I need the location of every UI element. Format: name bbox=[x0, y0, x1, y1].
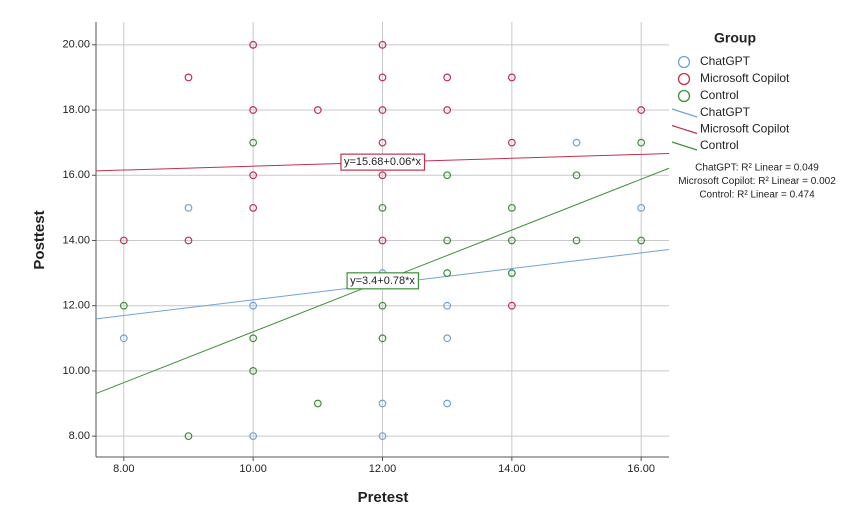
equation-label: y=15.68+0.06*x bbox=[344, 156, 422, 168]
point bbox=[443, 236, 452, 245]
point bbox=[443, 301, 452, 310]
point bbox=[378, 399, 387, 408]
point bbox=[637, 236, 646, 245]
point bbox=[378, 236, 387, 245]
point bbox=[249, 334, 258, 343]
point bbox=[378, 73, 387, 82]
point bbox=[184, 236, 193, 245]
point bbox=[378, 301, 387, 310]
point bbox=[572, 236, 581, 245]
equation-label: y=3.4+0.78*x bbox=[350, 275, 415, 287]
point bbox=[249, 301, 258, 310]
y-tick-label: 16.00 bbox=[62, 169, 90, 181]
point bbox=[507, 73, 516, 82]
point bbox=[184, 73, 193, 82]
point bbox=[378, 138, 387, 147]
point bbox=[443, 171, 452, 180]
point bbox=[443, 269, 452, 277]
x-tick-label: 8.00 bbox=[113, 463, 134, 475]
y-axis-title: Posttest bbox=[31, 210, 48, 269]
y-tick-label: 14.00 bbox=[62, 234, 90, 246]
point bbox=[637, 106, 646, 114]
legend-label: Control bbox=[700, 138, 739, 152]
x-tick-label: 14.00 bbox=[498, 463, 526, 475]
r2-label: Control: R² Linear = 0.474 bbox=[699, 190, 815, 201]
point bbox=[184, 203, 193, 212]
point bbox=[378, 334, 387, 343]
legend-label: Control bbox=[700, 88, 739, 102]
point bbox=[184, 432, 193, 441]
y-tick-label: 10.00 bbox=[62, 365, 90, 377]
legend-title: Group bbox=[714, 30, 756, 46]
point bbox=[249, 171, 258, 180]
point bbox=[249, 432, 258, 441]
point bbox=[313, 106, 322, 114]
point bbox=[119, 301, 128, 310]
r2-label: Microsoft Copilot: R² Linear = 0.002 bbox=[678, 176, 836, 187]
point bbox=[313, 399, 322, 408]
point bbox=[507, 203, 516, 212]
point bbox=[378, 432, 387, 441]
legend-line bbox=[671, 108, 698, 118]
point bbox=[443, 399, 452, 408]
r2-label: ChatGPT: R² Linear = 0.049 bbox=[695, 163, 819, 174]
point bbox=[249, 367, 258, 375]
x-tick-label: 10.00 bbox=[239, 463, 267, 475]
x-tick-label: 12.00 bbox=[369, 463, 397, 475]
legend-line bbox=[671, 124, 698, 135]
point bbox=[507, 138, 516, 147]
legend-label: Microsoft Copilot bbox=[700, 122, 790, 136]
point bbox=[572, 138, 581, 147]
equation-box bbox=[346, 272, 420, 290]
point bbox=[249, 40, 258, 49]
point bbox=[507, 236, 516, 245]
equation-box bbox=[340, 153, 426, 171]
point bbox=[249, 203, 258, 212]
point bbox=[443, 106, 452, 114]
point bbox=[249, 138, 258, 147]
point bbox=[119, 334, 128, 343]
point bbox=[378, 106, 387, 114]
point bbox=[249, 106, 258, 114]
y-tick-label: 8.00 bbox=[69, 430, 90, 442]
legend-marker bbox=[677, 89, 691, 103]
legend-label: ChatGPT bbox=[700, 105, 751, 119]
legend-label: Microsoft Copilot bbox=[700, 71, 790, 85]
point bbox=[378, 40, 387, 49]
point bbox=[637, 138, 646, 147]
point bbox=[378, 203, 387, 212]
point bbox=[507, 269, 516, 277]
point bbox=[637, 203, 646, 212]
legend-marker bbox=[677, 72, 691, 86]
legend-label: ChatGPT bbox=[700, 54, 751, 68]
y-tick-label: 12.00 bbox=[62, 300, 90, 312]
legend-marker bbox=[677, 55, 691, 69]
y-tick-label: 18.00 bbox=[62, 104, 90, 116]
point bbox=[443, 73, 452, 82]
x-axis-title: Pretest bbox=[358, 489, 409, 506]
point bbox=[443, 334, 452, 343]
legend-line bbox=[671, 141, 698, 151]
point bbox=[378, 171, 387, 180]
point bbox=[119, 236, 128, 245]
y-tick-label: 20.00 bbox=[62, 39, 90, 51]
point bbox=[507, 301, 516, 310]
x-tick-label: 16.00 bbox=[627, 463, 655, 475]
point bbox=[572, 171, 581, 180]
